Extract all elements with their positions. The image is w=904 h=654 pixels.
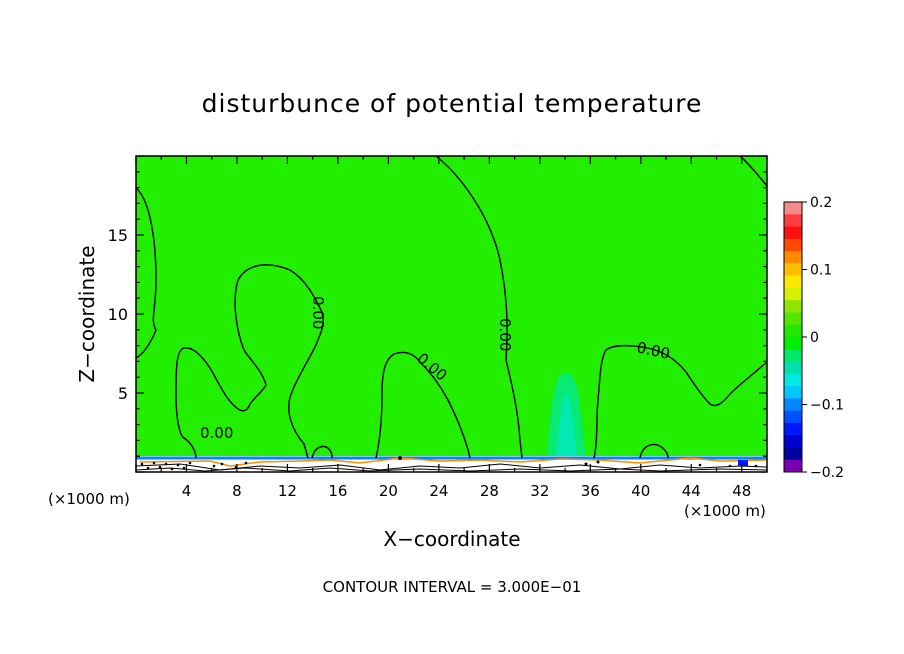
contour-x4-lobe [175, 264, 325, 459]
x-tick-label: 24 [429, 482, 448, 500]
colorbar-segment [784, 251, 802, 264]
colorbar-segment [784, 300, 802, 313]
contour-label: 0.00 [496, 318, 514, 351]
colorbar-segment [784, 398, 802, 412]
x-tick-label: 48 [732, 482, 751, 500]
colorbar-segment [784, 373, 802, 387]
colorbar-segment [784, 410, 802, 424]
contour-right-dome [593, 344, 768, 459]
x-unit-left: (×1000 m) [48, 490, 130, 508]
x-tick-label: 20 [379, 482, 398, 500]
x-axis-label: X−coordinate [383, 527, 520, 551]
colorbar-segment [784, 202, 802, 215]
colorbar-segment [784, 386, 802, 399]
colorbar-segment [784, 435, 802, 448]
x-tick-label: 12 [278, 482, 297, 500]
surface-band-warm [139, 457, 768, 467]
contour-interval-note: CONTOUR INTERVAL = 3.000E−01 [323, 578, 582, 596]
surface-speckle [140, 456, 758, 471]
colorbar-segment [784, 226, 802, 240]
colorbar-segment [784, 361, 802, 375]
x-tick-label: 40 [631, 482, 650, 500]
x-tick-label: 36 [581, 482, 600, 500]
contour-x22-lobe [375, 351, 471, 459]
surface-band-lines-2 [135, 467, 768, 472]
y-tick-label: 15 [108, 226, 128, 245]
contour-big-dome [435, 155, 523, 459]
contour-top-right [739, 155, 768, 187]
y-tick-label: 10 [108, 305, 128, 324]
x-tick-label: 44 [682, 482, 701, 500]
x-tick-label: 28 [480, 482, 499, 500]
colorbar-segment [784, 459, 802, 473]
chart-title: disturbunce of potential temperature [202, 89, 703, 118]
contour-small-bump-2 [311, 445, 333, 459]
x-tick-label: 16 [328, 482, 347, 500]
colorbar-segment [784, 287, 802, 301]
cool-anomaly-core [556, 392, 576, 456]
colorbar-segment [784, 422, 802, 436]
surface-band-lines [135, 463, 768, 471]
colorbar-segment [784, 312, 802, 326]
x-axis: 4 8 12 16 20 24 28 32 36 40 44 48 [135, 156, 768, 500]
colorbar-segment [784, 263, 802, 277]
x-tick-label: 4 [182, 482, 192, 500]
colorbar-segment [784, 337, 802, 350]
contour-small-bump [639, 443, 669, 459]
colorbar-segment [784, 324, 802, 338]
zero-contours [135, 155, 768, 459]
colorbar-tick-label: −0.2 [810, 465, 844, 481]
x-unit-right: (×1000 m) [684, 502, 766, 520]
colorbar-tick-label: 0 [810, 330, 819, 346]
contour-label: 0.00 [200, 424, 233, 442]
y-axis: 5 10 15 [108, 155, 767, 473]
contour-left-edge [135, 187, 157, 359]
colorbar-segment [784, 275, 802, 289]
plot-area: 0.00 0.00 0.00 0.00 0.00 [135, 155, 768, 473]
colorbar-tick-label: 0.1 [810, 263, 832, 279]
field-background [136, 156, 767, 472]
contour-label: 0.00 [309, 296, 327, 329]
surface-cold-spot [738, 460, 748, 466]
colorbar-segment [784, 238, 802, 252]
colorbar-segment [784, 214, 802, 228]
colorbar: 0.2 0.1 0 −0.1 −0.2 [783, 195, 844, 481]
y-tick-label: 5 [118, 384, 128, 403]
colorbar-segment [784, 349, 802, 363]
x-tick-label: 8 [232, 482, 242, 500]
colorbar-tick-label: 0.2 [810, 195, 832, 211]
x-tick-label: 32 [530, 482, 549, 500]
colorbar-tick-label: −0.1 [810, 398, 844, 414]
colorbar-segment [784, 447, 802, 461]
y-axis-label: Z−coordinate [75, 245, 99, 382]
